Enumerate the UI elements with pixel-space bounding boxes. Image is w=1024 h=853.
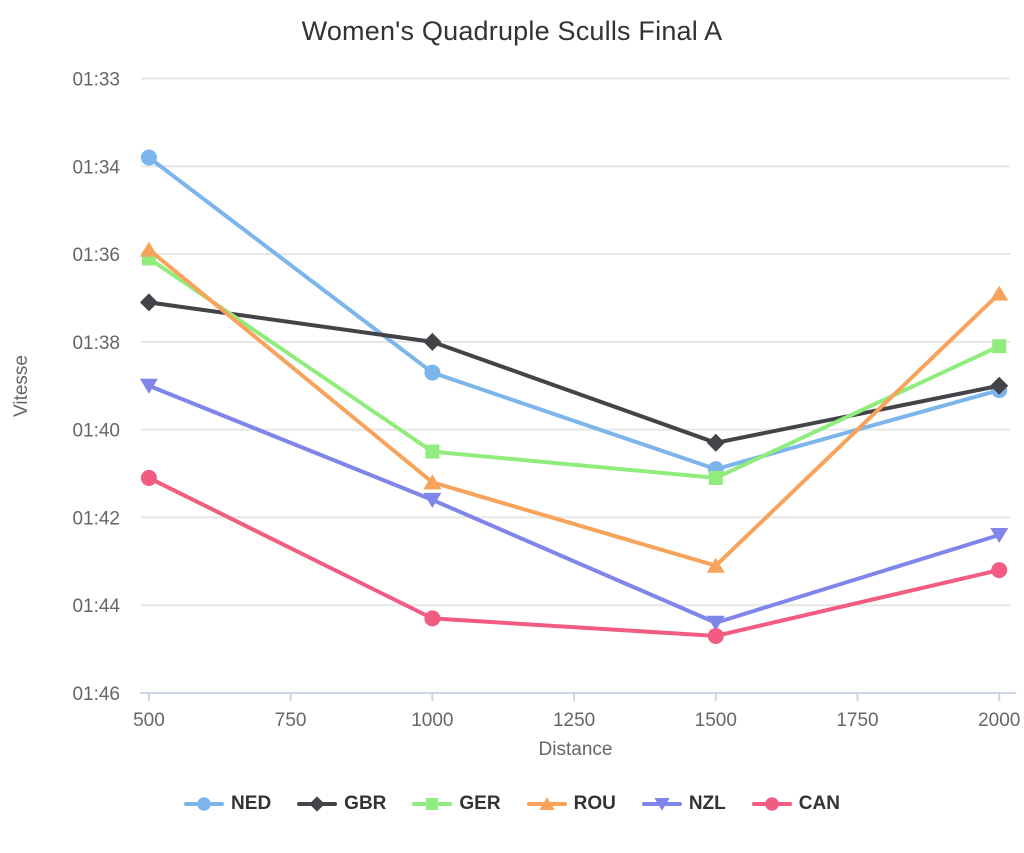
legend-label-GBR: GBR <box>344 793 387 814</box>
series-marker-NED-500 <box>140 149 157 166</box>
series-marker-GER-2000 <box>992 339 1007 354</box>
legend-glyph-GBR <box>309 796 325 812</box>
y-axis-title: Vitesse <box>11 355 32 417</box>
series-marker-GER-1500 <box>708 470 723 485</box>
legend-label-NZL: NZL <box>688 793 726 814</box>
legend-marker-square-icon <box>412 798 453 810</box>
series-marker-GBR-500 <box>139 293 158 312</box>
legend-marker-triangle-icon <box>526 797 567 810</box>
series-line-ROU <box>146 247 1002 568</box>
series-marker-ROU-500 <box>139 241 158 257</box>
series-marker-ROU-1500 <box>706 557 725 573</box>
series-marker-CAN-1000 <box>424 610 441 627</box>
x-tick-label: 1500 <box>695 710 737 731</box>
x-tick-label: 1250 <box>553 710 595 731</box>
y-tick-label: 01:33 <box>72 70 120 91</box>
legend: NED GBR GER ROU NZL CAN <box>0 793 1024 815</box>
x-tick-label: 2000 <box>978 710 1020 731</box>
legend-item-CAN[interactable]: CAN <box>751 793 840 815</box>
legend-glyph-ROU <box>538 797 555 810</box>
legend-item-ROU[interactable]: ROU <box>526 793 616 815</box>
y-tick-label: 01:40 <box>72 421 120 442</box>
series-marker-NZL-500 <box>139 378 158 394</box>
series-line-CAN <box>146 475 1002 638</box>
y-tick-label: 01:44 <box>72 596 120 617</box>
x-tick-label: 500 <box>133 710 165 731</box>
legend-glyph-NED <box>197 797 211 811</box>
series-marker-NZL-1500 <box>706 615 725 631</box>
legend-item-GER[interactable]: GER <box>412 793 501 815</box>
legend-glyph-CAN <box>764 797 779 811</box>
series-marker-NED-1000 <box>424 364 441 381</box>
series-marker-GER-1000 <box>425 444 440 459</box>
series-line-GER <box>146 256 1002 480</box>
legend-item-NED[interactable]: NED <box>184 793 271 815</box>
legend-label-NED: NED <box>231 793 272 814</box>
series-marker-CAN-1500 <box>707 627 724 644</box>
series-line-NED <box>146 155 1002 472</box>
legend-marker-triangle-down-icon <box>641 798 682 811</box>
series-marker-CAN-2000 <box>991 562 1008 579</box>
x-tick-label: 1000 <box>411 710 453 731</box>
y-tick-label: 01:36 <box>72 245 120 266</box>
series-marker-GBR-2000 <box>990 376 1009 395</box>
x-tick-label: 750 <box>275 710 307 731</box>
series-marker-ROU-2000 <box>990 285 1009 301</box>
x-tick-label: 1750 <box>836 710 878 731</box>
legend-marker-diamond-icon <box>297 796 338 812</box>
y-tick-label: 01:42 <box>72 508 120 529</box>
legend-marker-circle-icon <box>751 797 792 811</box>
chart-title: Women's Quadruple Sculls Final A <box>301 16 723 46</box>
legend-label-CAN: CAN <box>798 793 840 814</box>
y-tick-label: 01:38 <box>72 333 120 354</box>
legend-item-GBR[interactable]: GBR <box>297 793 386 815</box>
series-line-NZL <box>146 383 1002 625</box>
y-tick-label: 01:46 <box>72 684 120 705</box>
series-marker-CAN-500 <box>140 469 157 486</box>
y-tick-label: 01:34 <box>72 157 120 178</box>
series-marker-ROU-1000 <box>423 474 442 490</box>
legend-glyph-NZL <box>654 798 670 811</box>
legend-marker-circle-icon <box>184 797 225 811</box>
series-marker-NZL-2000 <box>990 527 1009 543</box>
legend-glyph-GER <box>426 798 439 810</box>
x-axis-title: Distance <box>538 739 613 760</box>
legend-label-GER: GER <box>459 793 501 814</box>
series-marker-GBR-1500 <box>706 433 725 452</box>
series-marker-NZL-1000 <box>423 492 442 508</box>
legend-item-NZL[interactable]: NZL <box>641 793 726 815</box>
legend-label-ROU: ROU <box>573 793 616 814</box>
series-marker-GBR-1000 <box>423 332 442 351</box>
